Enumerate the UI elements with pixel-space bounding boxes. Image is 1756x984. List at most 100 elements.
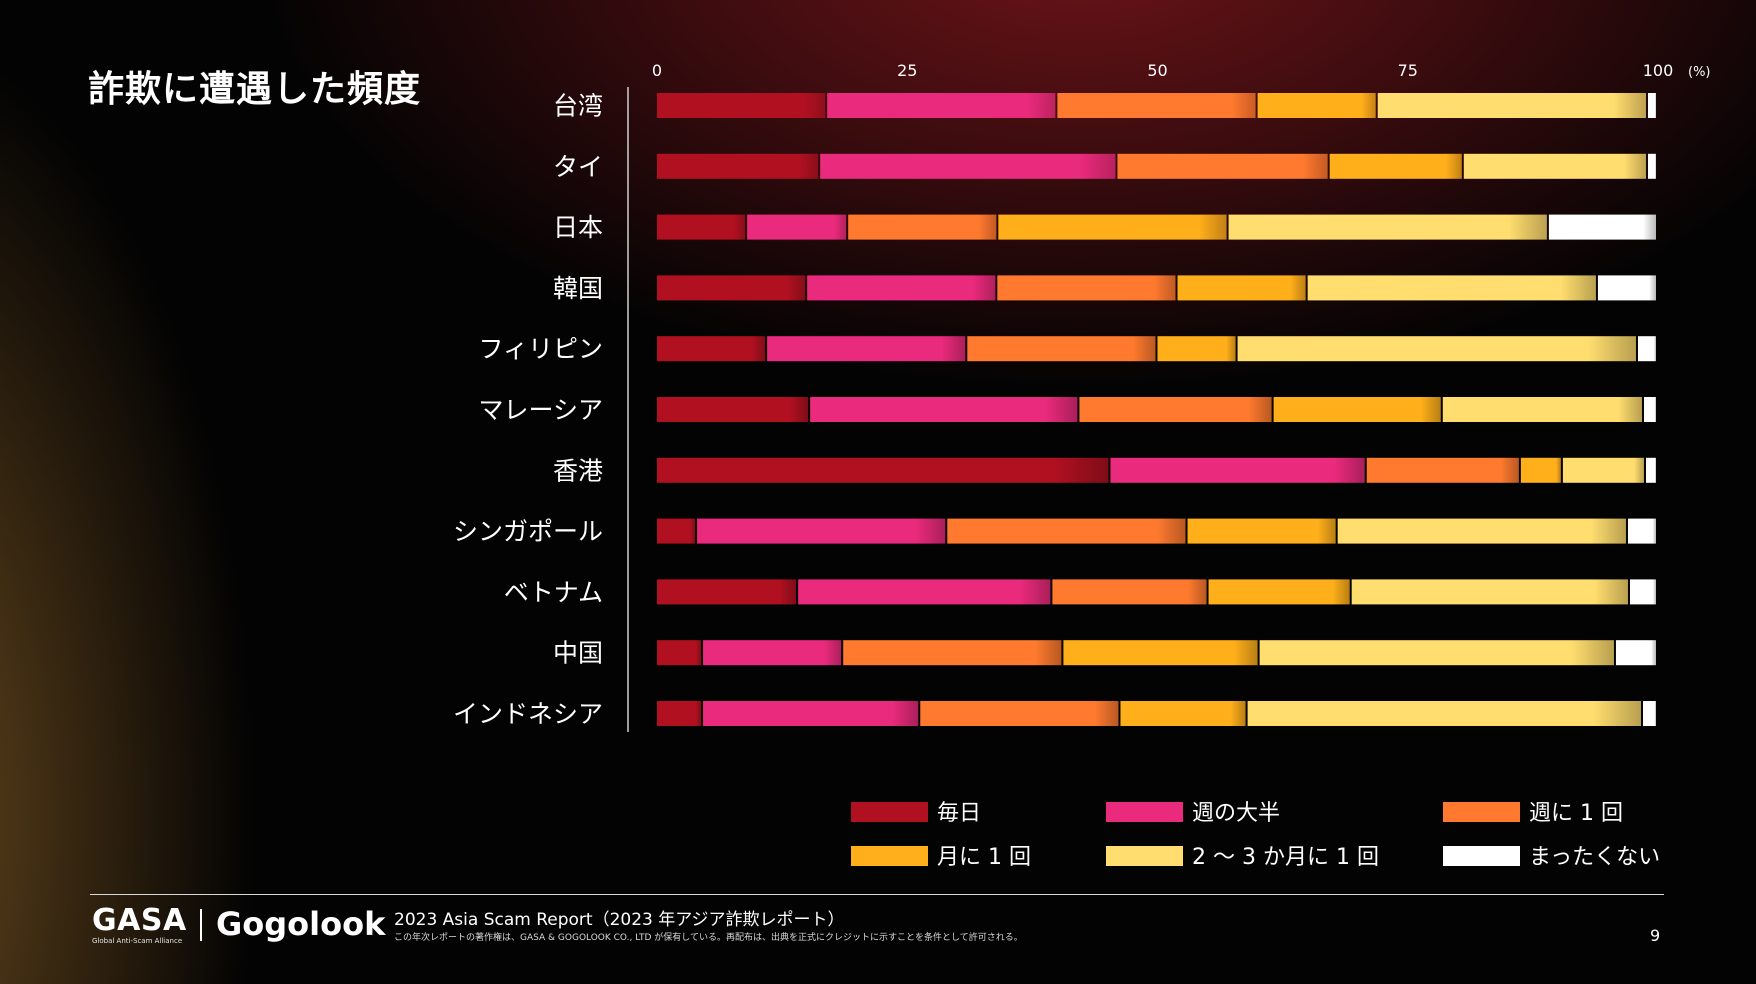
- bar-segment: [1463, 153, 1646, 179]
- gasa-logo: GASA Global Anti-Scam Alliance: [92, 906, 187, 946]
- bar-segment: [920, 701, 1119, 726]
- legend-label: 週の大半: [1192, 801, 1280, 826]
- bar-segment: [798, 579, 1051, 605]
- bar-segment: [820, 153, 1116, 179]
- legend-swatch: [1443, 846, 1520, 866]
- bar-segment: [697, 518, 946, 544]
- bar-segment: [657, 457, 1109, 483]
- bar-segment: [1442, 397, 1642, 422]
- category-label: 韓国: [553, 274, 603, 303]
- bar-segment: [1627, 518, 1656, 544]
- legend-label: 2 ～ 3 か月に 1 回: [1192, 845, 1379, 870]
- bar-segment: [1110, 457, 1365, 483]
- category-label: フィリピン: [478, 335, 603, 364]
- x-axis-unit: (%): [1688, 65, 1711, 80]
- bar-segment: [767, 336, 966, 362]
- bar-segment: [703, 640, 842, 666]
- bar-segment: [1273, 397, 1441, 422]
- x-tick-label: 0: [652, 61, 662, 80]
- bar-segment: [1208, 579, 1350, 605]
- bar-segment: [1329, 153, 1462, 179]
- category-label: 台湾: [553, 92, 603, 121]
- bar-segment: [1520, 457, 1561, 483]
- bar-segment: [1597, 275, 1656, 301]
- legend-label: 週に 1 回: [1529, 801, 1623, 826]
- category-label: 香港: [553, 456, 603, 485]
- legend-swatch: [851, 802, 928, 822]
- bar-segment: [807, 275, 996, 301]
- bar-segment: [657, 397, 809, 422]
- bar-segment: [1237, 336, 1636, 362]
- x-tick-label: 75: [1398, 61, 1418, 80]
- copyright-notice: この年次レポートの著作権は、GASA & GOGOLOOK CO., LTD が…: [394, 933, 1023, 943]
- category-label: マレーシア: [478, 396, 603, 425]
- bar-segment: [657, 579, 797, 605]
- bar-segment: [1247, 701, 1641, 726]
- bar-segment: [1063, 640, 1258, 666]
- bar-segment: [1052, 579, 1207, 605]
- bar-segment: [1637, 336, 1656, 362]
- bar-segment: [657, 640, 702, 666]
- bar-segment: [967, 336, 1156, 362]
- legend-swatch: [1443, 802, 1520, 822]
- bar-segment: [1259, 640, 1614, 666]
- bar-segment: [1629, 579, 1656, 605]
- x-tick-label: 100: [1643, 61, 1674, 80]
- bar-segment: [1117, 153, 1328, 179]
- bar-segment: [1366, 457, 1519, 483]
- bar-segment: [827, 93, 1056, 118]
- bar-segment: [1057, 93, 1256, 118]
- x-tick-label: 50: [1147, 61, 1167, 80]
- bar-segment: [1643, 397, 1656, 422]
- legend-label: まったくない: [1529, 845, 1660, 870]
- report-title: 2023 Asia Scam Report（2023 年アジア詐欺レポート）: [394, 910, 845, 930]
- legend-label: 毎日: [937, 801, 981, 826]
- legend-swatch: [1106, 802, 1183, 822]
- bar-segment: [657, 275, 806, 301]
- legend-label: 月に 1 回: [937, 845, 1031, 870]
- bar-segment: [1228, 214, 1547, 240]
- bar-segment: [997, 275, 1176, 301]
- bar-segment: [947, 518, 1186, 544]
- bar-segment: [1642, 701, 1656, 726]
- bar-segment: [1548, 214, 1656, 240]
- category-label: タイ: [553, 152, 603, 181]
- category-label: インドネシア: [453, 700, 603, 729]
- bar-segment: [1177, 275, 1306, 301]
- bar-segment: [1615, 640, 1656, 666]
- bar-segment: [1562, 457, 1644, 483]
- bar-segment: [657, 518, 696, 544]
- logo-separator: [200, 909, 202, 941]
- legend-swatch: [1106, 846, 1183, 866]
- bar-segment: [998, 214, 1227, 240]
- bar-segment: [1079, 397, 1272, 422]
- bar-segment: [848, 214, 997, 240]
- bar-segment: [1157, 336, 1236, 362]
- page-number: 9: [1650, 926, 1661, 945]
- category-label: シンガポール: [453, 517, 603, 546]
- category-label: 日本: [553, 213, 603, 242]
- bar-segment: [657, 93, 826, 118]
- bar-segment: [1257, 93, 1376, 118]
- bar-segment: [657, 153, 819, 179]
- bar-segment: [1647, 93, 1656, 118]
- x-tick-label: 25: [897, 61, 917, 80]
- gogolook-logo: Gogolook: [216, 905, 386, 943]
- bar-segment: [657, 214, 746, 240]
- chart-title: 詐欺に遭遇した頻度: [88, 69, 422, 110]
- bar-segment: [703, 701, 919, 726]
- bar-segment: [657, 701, 702, 726]
- bar-segment: [1337, 518, 1626, 544]
- bar-segment: [1307, 275, 1596, 301]
- category-label: ベトナム: [504, 578, 603, 607]
- bar-segment: [843, 640, 1062, 666]
- legend-swatch: [851, 846, 928, 866]
- bar-segment: [1647, 153, 1656, 179]
- bar-segment: [1377, 93, 1646, 118]
- bar-segment: [1120, 701, 1246, 726]
- category-label: 中国: [553, 639, 603, 668]
- bar-segment: [657, 336, 766, 362]
- gasa-logo-text: GASA: [92, 903, 187, 938]
- bar-segment: [1645, 457, 1656, 483]
